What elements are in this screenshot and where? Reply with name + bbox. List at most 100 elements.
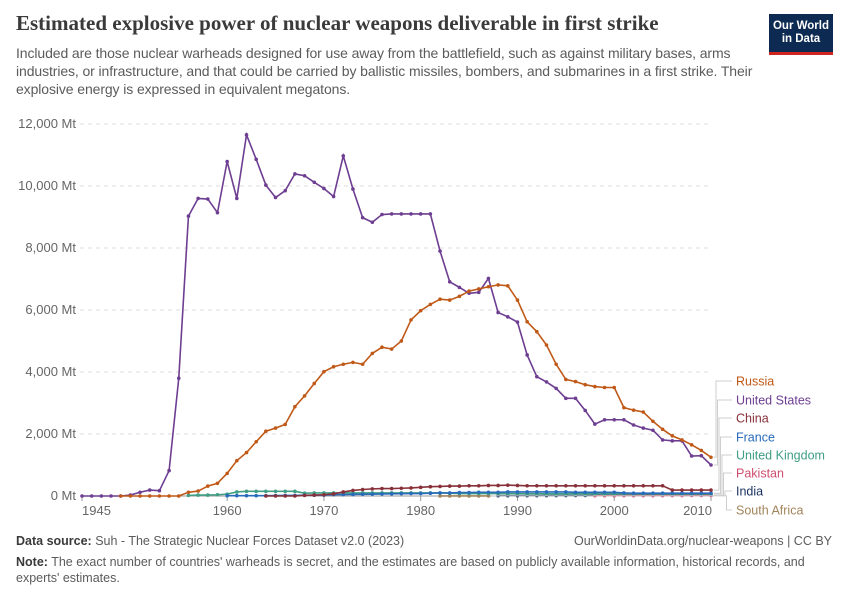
data-point bbox=[612, 385, 617, 390]
data-point bbox=[409, 212, 413, 216]
data-point bbox=[128, 494, 133, 498]
source-url[interactable]: OurWorldinData.org/nuclear-weapons | CC … bbox=[574, 534, 832, 548]
data-point bbox=[254, 439, 258, 444]
data-point bbox=[476, 290, 481, 295]
data-point bbox=[351, 492, 355, 497]
data-point bbox=[138, 494, 142, 498]
data-point bbox=[486, 490, 491, 495]
data-point bbox=[505, 490, 510, 494]
note-text: The exact number of countries' warheads … bbox=[16, 555, 805, 585]
legend-label[interactable]: Pakistan bbox=[736, 467, 784, 481]
data-point bbox=[206, 484, 210, 488]
data-point bbox=[186, 214, 191, 218]
data-point bbox=[438, 491, 442, 495]
data-point bbox=[496, 490, 500, 495]
data-point bbox=[525, 490, 529, 494]
data-point bbox=[341, 154, 346, 158]
data-point bbox=[447, 298, 452, 302]
data-point bbox=[215, 492, 220, 497]
data-point bbox=[99, 494, 104, 498]
data-point bbox=[438, 494, 442, 498]
data-point bbox=[573, 483, 578, 488]
y-tick-label: 4,000 Mt bbox=[25, 364, 76, 379]
data-point bbox=[273, 494, 278, 498]
data-point bbox=[660, 483, 665, 488]
data-point bbox=[467, 483, 471, 488]
data-point bbox=[651, 419, 655, 424]
data-point bbox=[680, 438, 684, 442]
legend-label[interactable]: France bbox=[736, 431, 775, 445]
data-point bbox=[631, 408, 636, 412]
legend-label[interactable]: Russia bbox=[736, 375, 774, 389]
data-point bbox=[428, 491, 433, 496]
data-point bbox=[593, 422, 597, 426]
legend-label[interactable]: China bbox=[736, 412, 769, 426]
data-point bbox=[447, 494, 452, 498]
data-point bbox=[602, 483, 607, 488]
legend-label[interactable]: United Kingdom bbox=[736, 449, 825, 463]
data-point bbox=[254, 489, 258, 494]
data-point bbox=[399, 486, 404, 491]
source-text[interactable]: Suh - The Strategic Nuclear Forces Datas… bbox=[95, 534, 405, 548]
data-point bbox=[544, 380, 549, 384]
data-point bbox=[235, 196, 239, 201]
data-point bbox=[689, 488, 694, 492]
data-point bbox=[138, 490, 142, 495]
footnote: Note: The exact number of countries' war… bbox=[16, 554, 836, 586]
series-line-russia bbox=[120, 284, 712, 497]
data-point bbox=[331, 364, 336, 369]
data-point bbox=[206, 197, 210, 201]
x-tick-label: 2000 bbox=[600, 503, 629, 518]
data-point bbox=[467, 490, 471, 495]
y-tick-label: 6,000 Mt bbox=[25, 302, 76, 317]
data-point bbox=[447, 491, 452, 495]
data-point bbox=[602, 385, 607, 390]
data-point bbox=[709, 455, 713, 460]
data-point bbox=[264, 489, 268, 494]
data-point bbox=[583, 382, 587, 387]
data-point bbox=[612, 417, 617, 422]
data-point bbox=[651, 428, 655, 433]
data-point bbox=[312, 180, 317, 185]
data-point bbox=[380, 486, 384, 491]
data-point bbox=[631, 491, 636, 496]
data-point bbox=[167, 468, 171, 473]
data-point bbox=[457, 490, 462, 495]
data-point bbox=[322, 492, 326, 497]
data-point bbox=[651, 483, 655, 488]
data-point bbox=[360, 215, 365, 220]
data-point bbox=[486, 483, 491, 488]
data-point bbox=[428, 484, 433, 489]
owid-logo[interactable]: Our World in Data bbox=[769, 14, 833, 55]
data-point bbox=[225, 471, 229, 476]
data-point bbox=[476, 483, 481, 488]
y-tick-label: 10,000 Mt bbox=[18, 178, 76, 193]
data-point bbox=[670, 491, 675, 496]
data-point bbox=[515, 298, 520, 302]
data-point bbox=[680, 491, 684, 496]
legend-label[interactable]: South Africa bbox=[736, 504, 803, 518]
data-point bbox=[244, 493, 249, 498]
data-point bbox=[273, 195, 278, 200]
data-point bbox=[612, 483, 617, 488]
data-point bbox=[351, 488, 355, 493]
y-tick-label: 12,000 Mt bbox=[18, 116, 76, 131]
data-point bbox=[283, 422, 288, 427]
data-point bbox=[689, 491, 694, 496]
data-point bbox=[380, 345, 384, 350]
y-tick-label: 0 Mt bbox=[51, 488, 77, 503]
legend-connector bbox=[714, 380, 732, 458]
data-point bbox=[351, 187, 355, 191]
data-point bbox=[525, 483, 529, 488]
legend-label[interactable]: India bbox=[736, 485, 763, 499]
data-point bbox=[418, 491, 423, 496]
data-point bbox=[351, 360, 355, 365]
data-point bbox=[312, 493, 317, 497]
data-point bbox=[505, 284, 510, 288]
data-point bbox=[399, 212, 404, 216]
legend-label[interactable]: United States bbox=[736, 394, 811, 408]
data-point bbox=[457, 294, 462, 299]
data-point bbox=[573, 396, 578, 401]
data-point bbox=[573, 379, 578, 384]
data-point bbox=[641, 426, 646, 430]
